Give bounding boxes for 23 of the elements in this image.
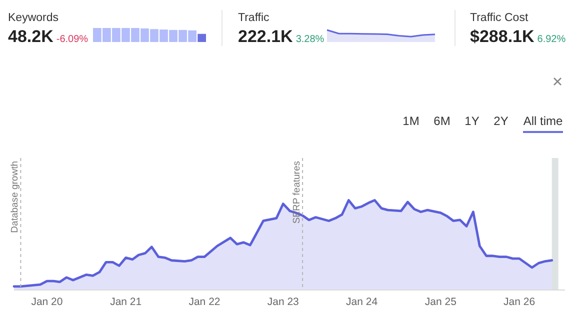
text: Traffic Cost: [470, 12, 529, 24]
text: All time: [523, 114, 563, 128]
ref-line-label: Database growth: [10, 161, 21, 233]
text: $288.1K: [470, 27, 534, 46]
text: 1Y: [464, 114, 480, 128]
annotation: 3.28%: [296, 34, 324, 45]
text: 6.92%: [537, 34, 566, 45]
x-tick-label: Jan 26: [504, 296, 536, 308]
ref-line-label: SERP features: [292, 160, 303, 224]
text: 1M: [402, 114, 420, 128]
x-tick-label: Jan 23: [267, 296, 300, 308]
text: Keywords: [8, 12, 59, 24]
text: 6M: [434, 114, 450, 128]
text: Traffic: [238, 12, 270, 24]
text: 222.1K: [238, 27, 293, 46]
text: -6.09%: [56, 34, 88, 45]
x-tick-label: Jan 21: [110, 296, 142, 308]
x-tick-label: Jan 20: [31, 296, 63, 308]
text: 2Y: [494, 114, 508, 128]
x-tick-label: Jan 25: [424, 296, 457, 308]
x-tick-label: Jan 24: [346, 296, 378, 308]
text: 48.2K: [8, 27, 54, 46]
x-tick-label: Jan 22: [188, 296, 220, 308]
